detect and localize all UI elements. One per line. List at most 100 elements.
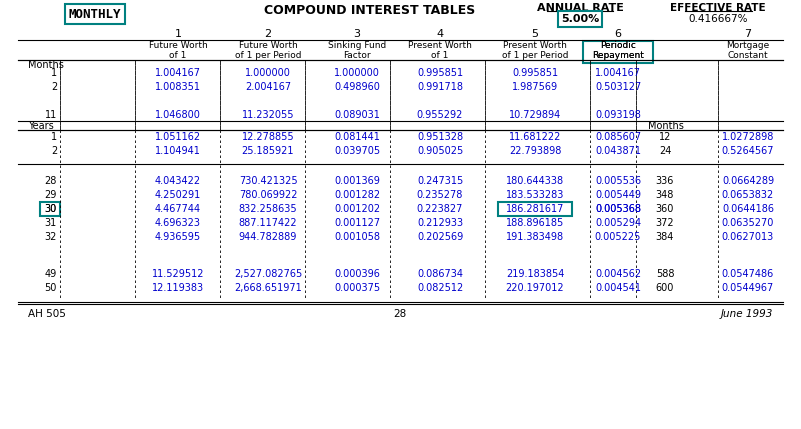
Text: Months: Months [648, 121, 684, 131]
Text: 348: 348 [656, 190, 674, 200]
Text: Future Worth: Future Worth [149, 40, 207, 49]
Text: 1: 1 [51, 68, 57, 78]
Text: 372: 372 [656, 218, 674, 228]
Text: 2: 2 [50, 146, 57, 156]
Text: 219.183854: 219.183854 [505, 269, 564, 279]
Text: 0.005449: 0.005449 [595, 190, 641, 200]
Text: 0.235278: 0.235278 [417, 190, 463, 200]
Text: 4.467744: 4.467744 [155, 204, 201, 214]
Text: 0.995851: 0.995851 [417, 68, 463, 78]
Text: 11.681222: 11.681222 [509, 132, 562, 142]
Text: ANNUAL RATE: ANNUAL RATE [537, 3, 623, 13]
Text: MONTHLY: MONTHLY [69, 7, 121, 21]
Text: Constant: Constant [727, 51, 768, 60]
Text: 0.000396: 0.000396 [334, 269, 380, 279]
Text: 0.212933: 0.212933 [417, 218, 463, 228]
Text: 188.896185: 188.896185 [506, 218, 564, 228]
Text: 6: 6 [614, 29, 622, 39]
Text: 0.416667%: 0.416667% [688, 14, 748, 24]
Text: 1.104941: 1.104941 [155, 146, 201, 156]
Text: 1.004167: 1.004167 [155, 68, 201, 78]
Text: 2: 2 [50, 82, 57, 92]
Text: Factor: Factor [343, 51, 371, 60]
Text: 0.082512: 0.082512 [417, 283, 463, 293]
Text: COMPOUND INTEREST TABLES: COMPOUND INTEREST TABLES [264, 4, 476, 18]
Text: 0.005368: 0.005368 [595, 204, 641, 214]
Text: 1.987569: 1.987569 [512, 82, 558, 92]
Text: 0.995851: 0.995851 [512, 68, 558, 78]
Text: 220.197012: 220.197012 [505, 283, 565, 293]
Text: 0.004562: 0.004562 [595, 269, 641, 279]
Text: 4.936595: 4.936595 [155, 232, 201, 242]
Text: 4.043422: 4.043422 [155, 176, 201, 186]
Text: 0.0635270: 0.0635270 [722, 218, 775, 228]
Text: 780.069922: 780.069922 [239, 190, 297, 200]
Text: 0.0644186: 0.0644186 [722, 204, 774, 214]
Text: 4.250291: 4.250291 [155, 190, 201, 200]
Text: 5.00%: 5.00% [561, 14, 599, 24]
Text: 24: 24 [658, 146, 671, 156]
Text: 0.0627013: 0.0627013 [722, 232, 774, 242]
Text: 832.258635: 832.258635 [239, 204, 297, 214]
Text: Periodic: Periodic [600, 40, 636, 49]
Text: Future Worth: Future Worth [239, 40, 297, 49]
Text: of 1: of 1 [431, 51, 449, 60]
Text: 1.0272898: 1.0272898 [722, 132, 775, 142]
Text: 11: 11 [45, 110, 57, 120]
Text: 0.005294: 0.005294 [595, 218, 641, 228]
Text: 4.696323: 4.696323 [155, 218, 201, 228]
Text: 588: 588 [656, 269, 674, 279]
Text: 0.0544967: 0.0544967 [722, 283, 774, 293]
Text: 0.039705: 0.039705 [334, 146, 380, 156]
Text: 1.008351: 1.008351 [155, 82, 201, 92]
Text: 1: 1 [175, 29, 182, 39]
Text: 1.004167: 1.004167 [595, 68, 641, 78]
Text: 360: 360 [656, 204, 674, 214]
Text: 191.383498: 191.383498 [506, 232, 564, 242]
Text: 0.0547486: 0.0547486 [722, 269, 774, 279]
Text: 0.086734: 0.086734 [417, 269, 463, 279]
Text: 0.0664289: 0.0664289 [722, 176, 774, 186]
Text: of 1: of 1 [169, 51, 187, 60]
Text: of 1 per Period: of 1 per Period [235, 51, 301, 60]
Text: 0.005368: 0.005368 [595, 204, 641, 214]
Text: Repayment: Repayment [592, 51, 644, 60]
Text: 0.000375: 0.000375 [334, 283, 380, 293]
Text: 0.498960: 0.498960 [334, 82, 380, 92]
Text: 10.729894: 10.729894 [509, 110, 562, 120]
Text: Present Worth: Present Worth [503, 40, 567, 49]
Text: Sinking Fund: Sinking Fund [328, 40, 386, 49]
Text: 944.782889: 944.782889 [239, 232, 297, 242]
Text: 384: 384 [656, 232, 674, 242]
Text: 30: 30 [45, 204, 57, 214]
Text: 1: 1 [51, 132, 57, 142]
Text: 180.644338: 180.644338 [506, 176, 564, 186]
Text: 1.000000: 1.000000 [334, 68, 380, 78]
Text: 0.001058: 0.001058 [334, 232, 380, 242]
Text: 30: 30 [45, 204, 57, 214]
Text: 1.046800: 1.046800 [155, 110, 201, 120]
Text: AH 505: AH 505 [28, 309, 66, 319]
Text: Repayment: Repayment [592, 51, 644, 60]
Text: 49: 49 [45, 269, 57, 279]
Text: 0.0653832: 0.0653832 [722, 190, 774, 200]
Text: EFFECTIVE RATE: EFFECTIVE RATE [670, 3, 766, 13]
Text: 1.000000: 1.000000 [245, 68, 291, 78]
Text: 0.085607: 0.085607 [595, 132, 641, 142]
Text: 0.223827: 0.223827 [417, 204, 463, 214]
Text: Mortgage: Mortgage [727, 40, 770, 49]
Text: 336: 336 [656, 176, 674, 186]
Text: 0.004541: 0.004541 [595, 283, 641, 293]
Text: 2: 2 [264, 29, 272, 39]
Text: 730.421325: 730.421325 [239, 176, 297, 186]
Text: 600: 600 [656, 283, 674, 293]
Text: 25.185921: 25.185921 [242, 146, 294, 156]
Text: 0.247315: 0.247315 [417, 176, 463, 186]
Text: 0.089031: 0.089031 [334, 110, 380, 120]
Text: 1.051162: 1.051162 [155, 132, 201, 142]
Text: 11.232055: 11.232055 [242, 110, 294, 120]
Text: Periodic: Periodic [600, 40, 636, 49]
FancyBboxPatch shape [498, 202, 572, 216]
Text: 28: 28 [45, 176, 57, 186]
Text: 0.5264567: 0.5264567 [722, 146, 775, 156]
